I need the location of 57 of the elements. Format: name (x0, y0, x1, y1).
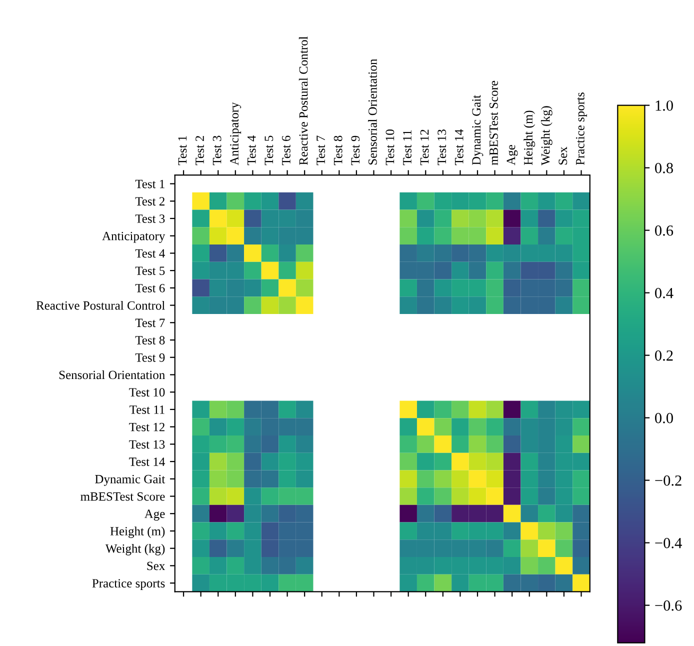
color-bar-label: −0.6 (655, 600, 682, 611)
y-tick-label: Weight (kg) (105, 544, 165, 556)
x-tick-label: Age (506, 144, 518, 166)
x-tick-label: Test 2 (196, 136, 204, 166)
color-bar-label: 0.6 (655, 225, 674, 236)
x-tick-label: Anticipatory (230, 102, 242, 166)
y-tick-label: Dynamic Gait (95, 474, 166, 486)
x-tick-label: Test 4 (247, 136, 256, 166)
color-bar-label: 0.2 (655, 350, 673, 361)
y-tick-label: Test 10 (129, 388, 165, 397)
x-tick-label: mBESTest Score (490, 80, 498, 166)
y-tick-label: Test 5 (135, 266, 165, 276)
y-tick-label: Test 4 (135, 249, 165, 258)
x-tick-label: Test 1 (178, 136, 187, 166)
y-tick-label: Test 7 (135, 318, 165, 328)
y-tick-label: Practice sports (92, 579, 165, 590)
x-tick-label: Test 7 (316, 136, 325, 166)
y-tick-label: Test 3 (135, 214, 165, 223)
x-tick-label: Test 8 (334, 136, 342, 166)
x-tick-label: Test 6 (282, 136, 290, 166)
x-tick-label: Test 10 (386, 130, 394, 166)
color-bar-label: −0.2 (655, 475, 682, 486)
y-tick-label: Test 11 (130, 406, 164, 414)
y-tick-label: Test 9 (135, 353, 165, 362)
x-tick-label: Test 11 (403, 130, 412, 166)
y-tick-label: Anticipatory (102, 232, 166, 243)
y-tick-label: Height (m) (110, 526, 165, 538)
x-tick-label: Dynamic Gait (472, 94, 484, 165)
y-tick-label: Test 1 (135, 180, 164, 188)
y-tick-label: Sensorial Orientation (59, 370, 165, 380)
x-tick-label: Sensorial Orientation (368, 58, 377, 165)
y-tick-label: Test 12 (129, 422, 164, 432)
x-tick-label: Test 14 (454, 129, 464, 166)
x-tick-label: Sex (558, 146, 568, 165)
color-bar-label: 0.4 (655, 288, 674, 298)
x-tick-label: Weight (kg) (540, 106, 552, 166)
y-tick-label: Test 14 (129, 458, 165, 466)
y-tick-label: Age (144, 510, 165, 521)
x-tick-label: Test 3 (212, 136, 222, 166)
y-tick-label: Test 8 (135, 336, 165, 344)
color-bar-label: 0.8 (655, 162, 673, 174)
x-tick-label: Test 5 (264, 136, 274, 166)
x-tick-label: Reactive Postural Control (298, 36, 308, 165)
y-tick-label: Reactive Postural Control (36, 300, 165, 310)
y-tick-label: mBESTest Score (80, 492, 165, 501)
y-tick-label: Test 6 (135, 284, 165, 292)
x-tick-label: Practice sports (576, 92, 587, 165)
x-tick-label: Test 9 (351, 136, 360, 166)
y-tick-label: Test 13 (129, 440, 165, 449)
x-tick-label: Test 12 (420, 130, 429, 166)
y-tick-label: Test 2 (135, 197, 164, 206)
x-tick-label: Height (m) (524, 110, 536, 165)
color-bar-label: 1.0 (656, 100, 673, 111)
y-tick-label: Sex (147, 562, 166, 570)
color-bar-label: 0.0 (655, 412, 673, 424)
color-bar-label: −0.4 (655, 538, 682, 548)
x-tick-label: Test 13 (438, 130, 446, 166)
